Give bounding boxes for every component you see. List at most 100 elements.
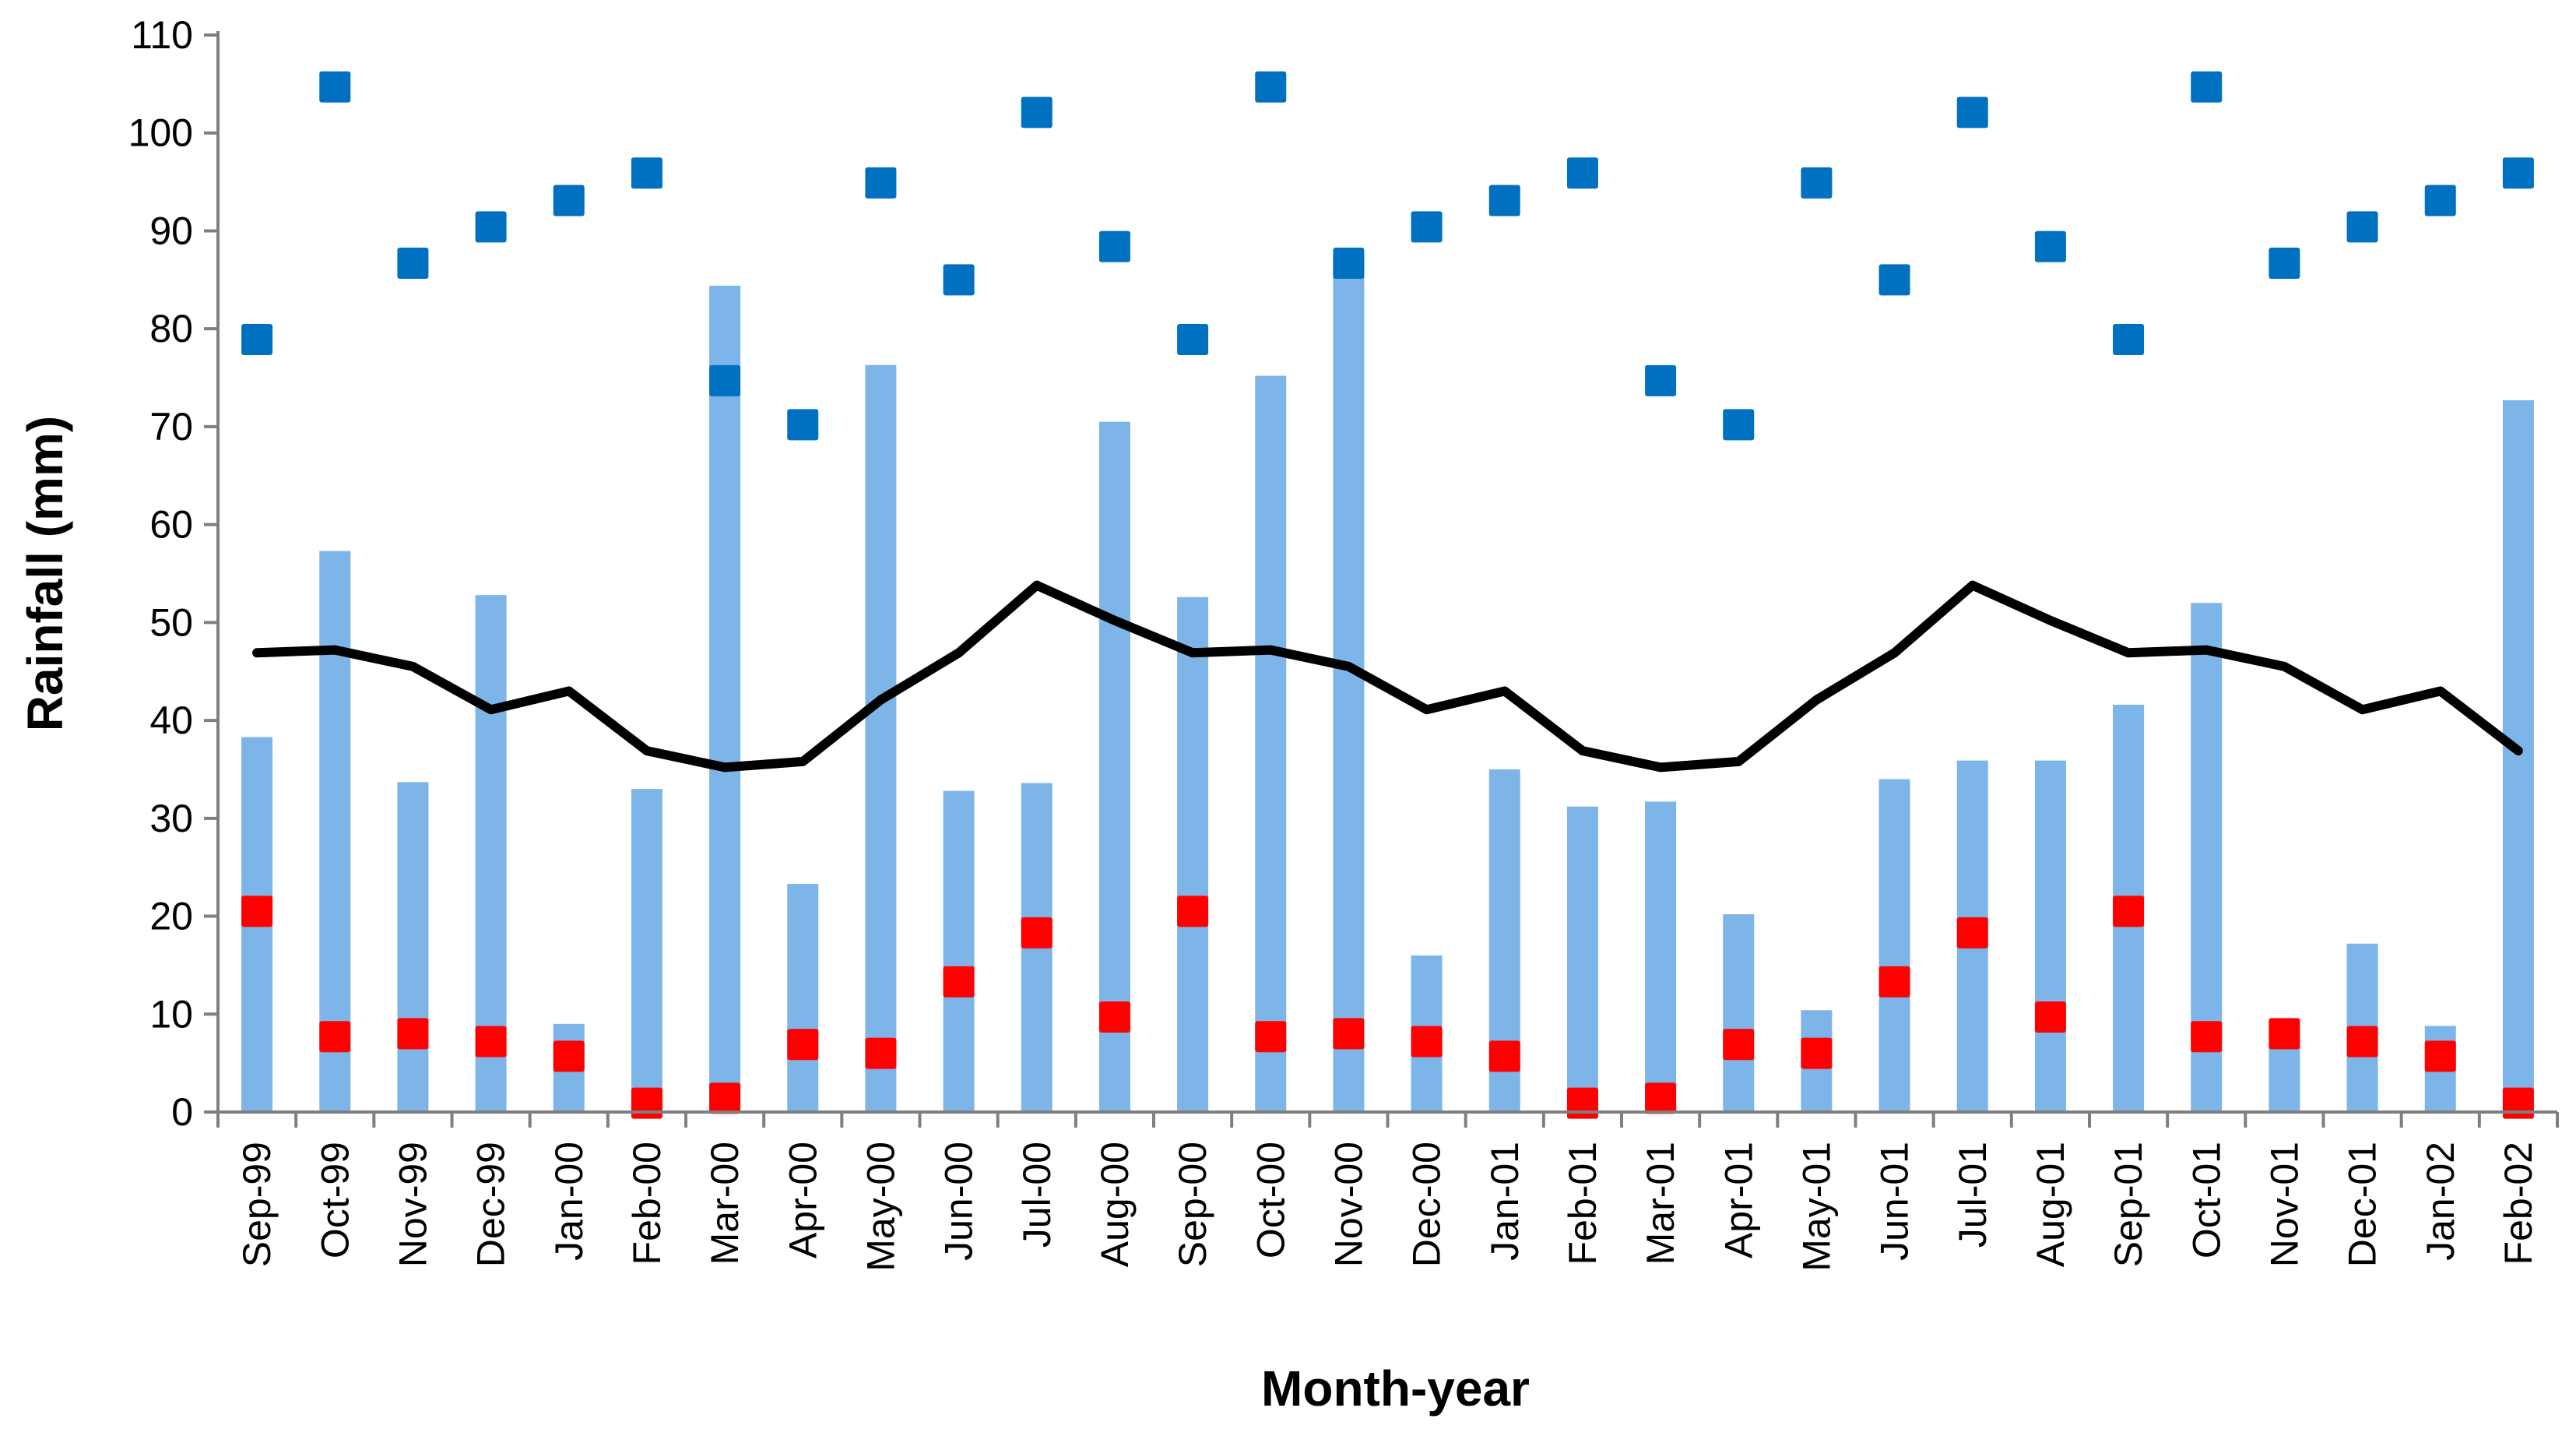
bar-Apr-01 bbox=[1723, 914, 1755, 1112]
x-tick-label-May-00: May-00 bbox=[859, 1142, 902, 1272]
min-marker-Dec-00 bbox=[1411, 1026, 1443, 1058]
x-tick-label-Oct-00: Oct-00 bbox=[1249, 1142, 1292, 1258]
min-marker-Jan-00 bbox=[553, 1040, 585, 1072]
x-tick-label-Feb-00: Feb-00 bbox=[625, 1142, 669, 1265]
min-marker-Jun-01 bbox=[1878, 966, 1910, 998]
x-tick-label-Sep-99: Sep-99 bbox=[235, 1142, 279, 1267]
bar-Sep-00 bbox=[1177, 597, 1209, 1112]
x-tick-label-Jan-01: Jan-01 bbox=[1483, 1142, 1527, 1261]
bar-Apr-00 bbox=[787, 884, 819, 1112]
x-tick-label-Sep-00: Sep-00 bbox=[1171, 1142, 1214, 1267]
max-marker-Jul-01 bbox=[1956, 97, 1988, 128]
y-tick-label: 110 bbox=[131, 13, 193, 57]
y-tick-label: 50 bbox=[149, 600, 193, 644]
max-marker-Oct-01 bbox=[2191, 71, 2223, 103]
y-tick-label: 60 bbox=[149, 503, 193, 547]
min-marker-Dec-01 bbox=[2346, 1026, 2378, 1058]
bar-Feb-01 bbox=[1566, 806, 1598, 1112]
min-marker-Sep-99 bbox=[241, 896, 273, 927]
bar-Nov-00 bbox=[1333, 257, 1365, 1113]
y-tick-label: 90 bbox=[149, 209, 193, 252]
x-tick-label-Apr-01: Apr-01 bbox=[1717, 1142, 1760, 1258]
min-marker-Nov-99 bbox=[397, 1018, 429, 1050]
y-axis-title: Rainfall (mm) bbox=[17, 416, 73, 731]
bar-Feb-02 bbox=[2502, 399, 2534, 1112]
min-marker-May-00 bbox=[865, 1037, 897, 1069]
x-tick-label-Jun-00: Jun-00 bbox=[937, 1142, 981, 1261]
max-marker-Nov-01 bbox=[2268, 247, 2300, 279]
bar-Mar-00 bbox=[709, 285, 741, 1112]
min-marker-Aug-00 bbox=[1098, 1001, 1130, 1033]
min-marker-Oct-99 bbox=[319, 1021, 351, 1053]
min-marker-Oct-01 bbox=[2191, 1021, 2223, 1053]
bar-Feb-00 bbox=[631, 789, 662, 1112]
max-marker-Sep-00 bbox=[1177, 324, 1209, 356]
mean-rainfall-line bbox=[252, 580, 2523, 773]
max-marker-Nov-00 bbox=[1333, 247, 1365, 279]
y-tick-label: 40 bbox=[149, 699, 193, 742]
x-tick-label-Nov-01: Nov-01 bbox=[2262, 1142, 2306, 1267]
min-marker-Jan-01 bbox=[1488, 1040, 1520, 1072]
max-marker-Apr-01 bbox=[1723, 409, 1755, 441]
x-tick-label-Mar-00: Mar-00 bbox=[703, 1142, 747, 1265]
bar-Aug-01 bbox=[2034, 760, 2066, 1112]
max-marker-Jun-00 bbox=[943, 264, 975, 296]
max-marker-Jan-00 bbox=[553, 185, 585, 216]
max-marker-Dec-99 bbox=[475, 211, 507, 243]
max-marker-Sep-99 bbox=[241, 324, 273, 356]
x-tick-label-Jan-02: Jan-02 bbox=[2419, 1142, 2462, 1261]
max-marker-Jul-00 bbox=[1021, 97, 1053, 128]
max-marker-Feb-02 bbox=[2502, 157, 2534, 189]
x-tick-label-Aug-01: Aug-01 bbox=[2029, 1142, 2072, 1267]
min-marker-Sep-01 bbox=[2113, 896, 2145, 927]
bar-Jun-01 bbox=[1878, 779, 1910, 1112]
min-marker-Aug-01 bbox=[2034, 1001, 2066, 1033]
max-marker-Apr-00 bbox=[787, 409, 819, 441]
min-marker-Dec-99 bbox=[475, 1026, 507, 1058]
x-tick-label-Feb-01: Feb-01 bbox=[1561, 1142, 1604, 1265]
y-tick-label: 100 bbox=[128, 111, 193, 155]
bar-May-00 bbox=[865, 364, 897, 1112]
x-tick-label-Dec-01: Dec-01 bbox=[2341, 1142, 2384, 1267]
x-tick-label-May-01: May-01 bbox=[1794, 1142, 1838, 1272]
max-marker-May-01 bbox=[1801, 167, 1833, 199]
min-marker-Apr-01 bbox=[1723, 1029, 1755, 1061]
min-marker-Jan-02 bbox=[2424, 1040, 2456, 1072]
max-marker-Dec-00 bbox=[1411, 211, 1443, 243]
x-tick-label-Nov-99: Nov-99 bbox=[391, 1142, 434, 1267]
min-marker-Mar-01 bbox=[1645, 1082, 1677, 1114]
max-marker-Jan-02 bbox=[2424, 185, 2456, 216]
min-marker-Feb-00 bbox=[631, 1087, 662, 1119]
x-tick-label-Sep-01: Sep-01 bbox=[2107, 1142, 2150, 1267]
max-marker-Oct-99 bbox=[319, 71, 351, 103]
min-marker-Jun-00 bbox=[943, 966, 975, 998]
max-marker-Nov-99 bbox=[397, 247, 429, 279]
max-marker-May-00 bbox=[865, 167, 897, 199]
max-marker-Jun-01 bbox=[1878, 264, 1910, 296]
x-tick-label-Aug-00: Aug-00 bbox=[1093, 1142, 1137, 1267]
min-marker-May-01 bbox=[1801, 1037, 1833, 1069]
bar-Mar-01 bbox=[1645, 801, 1677, 1112]
x-tick-label-Oct-01: Oct-01 bbox=[2184, 1142, 2228, 1258]
min-marker-Jul-00 bbox=[1021, 917, 1053, 949]
y-tick-label: 70 bbox=[149, 405, 193, 449]
x-tick-label-Nov-00: Nov-00 bbox=[1327, 1142, 1370, 1267]
min-marker-Feb-01 bbox=[1566, 1087, 1598, 1119]
x-tick-label-Jul-01: Jul-01 bbox=[1951, 1142, 1994, 1248]
x-axis-title: Month-year bbox=[1261, 1360, 1530, 1417]
max-marker-Oct-00 bbox=[1255, 71, 1287, 103]
min-marker-Jul-01 bbox=[1956, 917, 1988, 949]
bar-Jun-00 bbox=[943, 790, 975, 1112]
x-tick-label-Jul-00: Jul-00 bbox=[1015, 1142, 1059, 1248]
bar-Aug-00 bbox=[1098, 421, 1130, 1112]
x-tick-label-Feb-02: Feb-02 bbox=[2497, 1142, 2540, 1265]
max-marker-Mar-00 bbox=[709, 364, 741, 396]
max-marker-Mar-01 bbox=[1645, 364, 1677, 396]
max-marker-Feb-00 bbox=[631, 157, 662, 189]
x-tick-label-Oct-99: Oct-99 bbox=[313, 1142, 357, 1258]
max-marker-Sep-01 bbox=[2113, 324, 2145, 356]
bar-Nov-99 bbox=[397, 782, 429, 1112]
min-marker-Sep-00 bbox=[1177, 896, 1209, 927]
